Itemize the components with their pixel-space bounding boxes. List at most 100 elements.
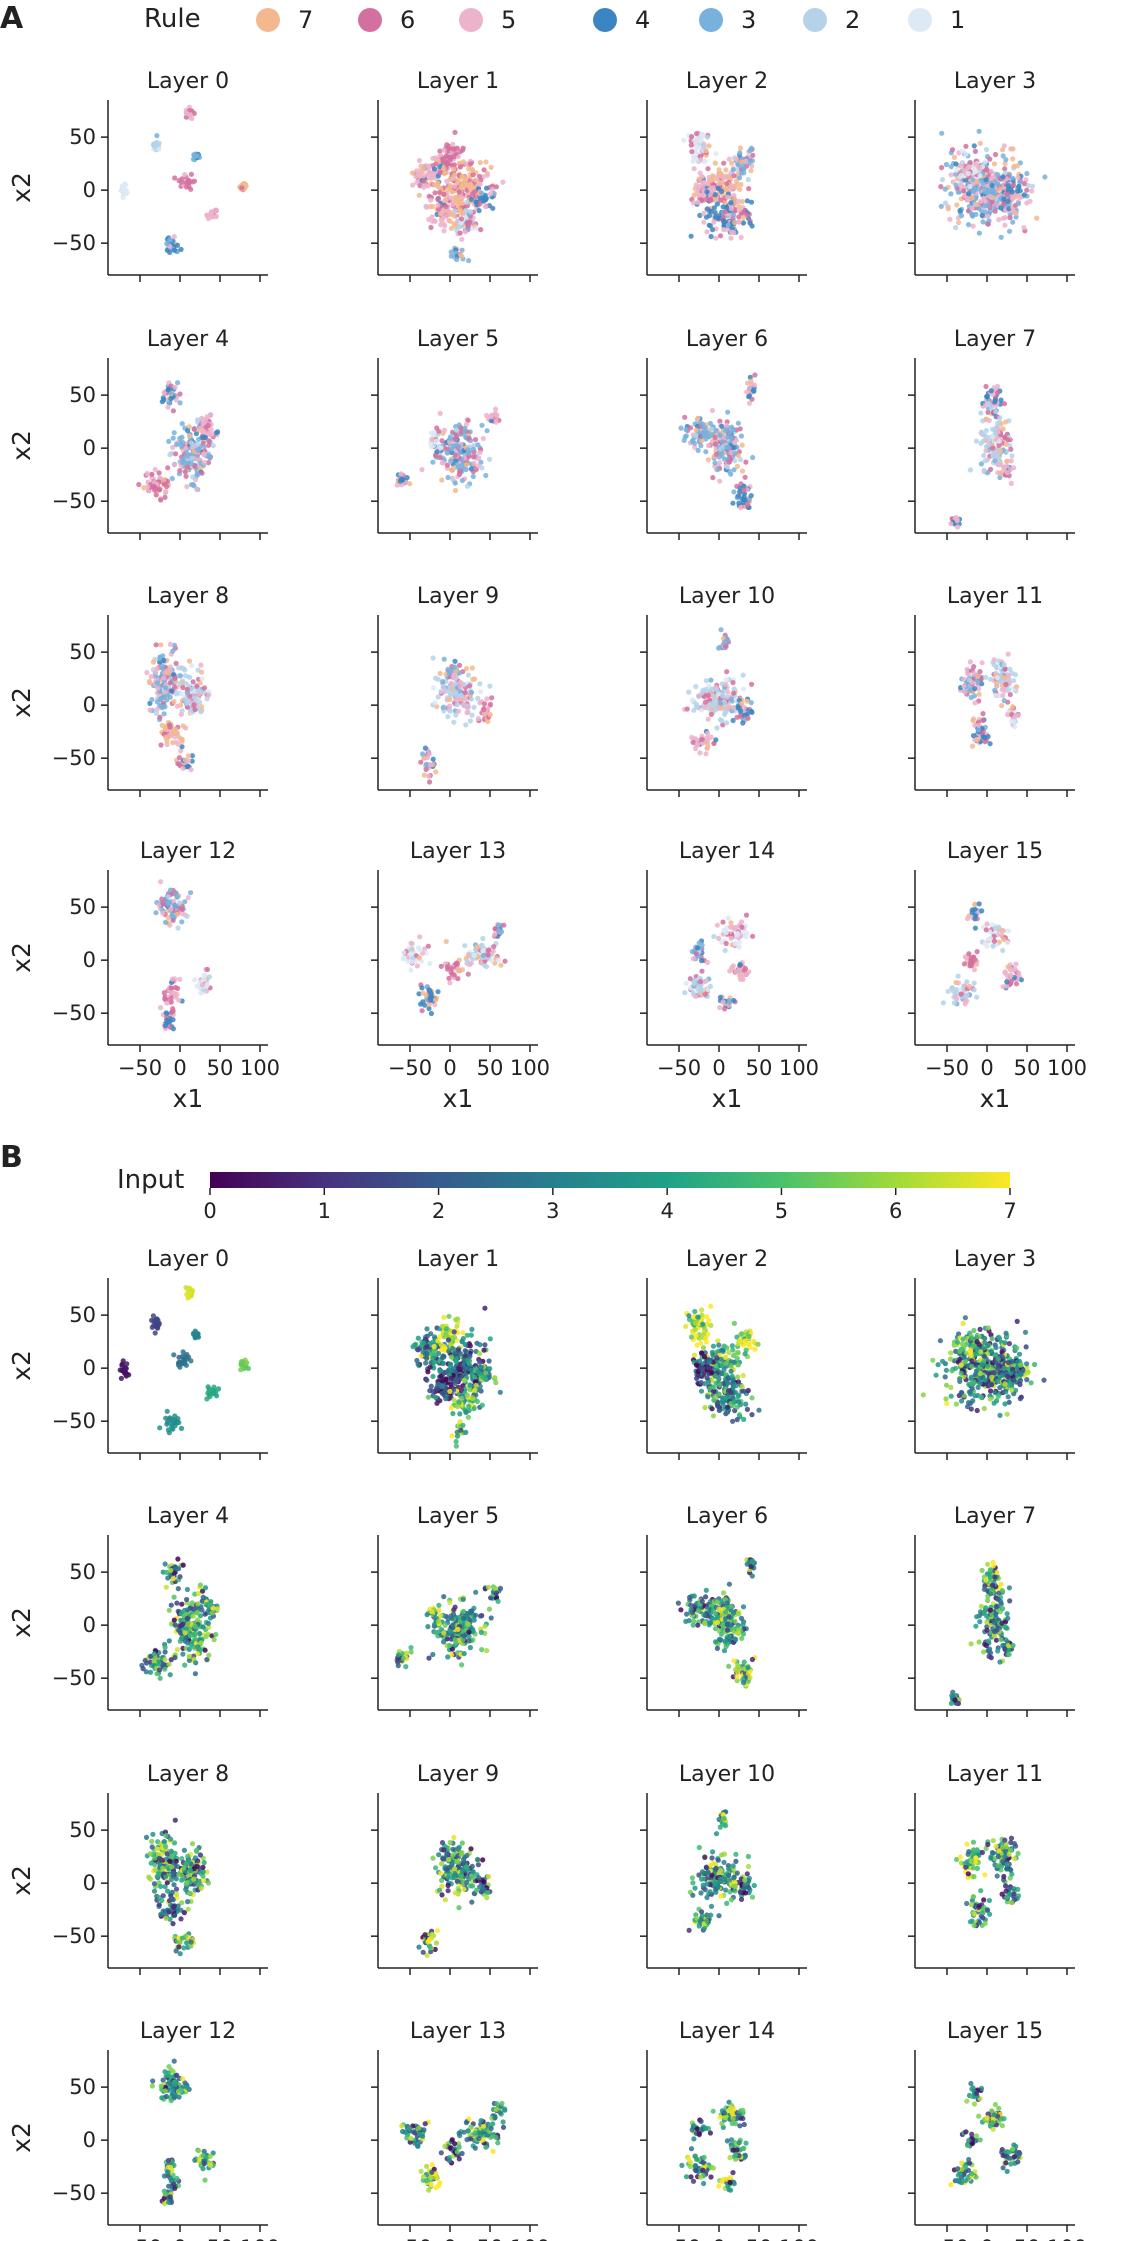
scatter-point — [708, 677, 714, 683]
scatter-point — [739, 924, 745, 930]
scatter-point — [456, 444, 462, 450]
scatter-point — [717, 432, 723, 439]
scatter-point — [118, 1375, 124, 1381]
scatter-point — [484, 172, 490, 178]
scatter-point — [734, 714, 740, 720]
scatter-point — [972, 916, 978, 922]
scatter-point — [424, 1355, 430, 1361]
scatter-point — [161, 657, 167, 664]
legend-label-rule-4: 4 — [635, 6, 650, 34]
scatter-point — [169, 913, 175, 919]
scatter-point — [688, 233, 694, 239]
scatter-points — [136, 380, 221, 503]
scatter-point — [958, 172, 964, 178]
scatter-point — [1013, 684, 1020, 690]
scatter-point — [430, 685, 437, 691]
scatter-point — [684, 706, 690, 712]
scatter-point — [437, 189, 443, 195]
scatter-point — [462, 425, 468, 432]
scatter-point — [401, 950, 407, 956]
scatter-point — [178, 736, 184, 742]
scatter-point — [689, 697, 696, 703]
scatter-point — [491, 191, 497, 197]
scatter-point — [428, 1010, 434, 1017]
scatter-point — [739, 442, 745, 448]
scatter-point — [728, 206, 734, 212]
scatter-point — [153, 492, 159, 498]
scatter-point — [962, 689, 968, 695]
scatter-point — [973, 438, 980, 444]
scatter-point — [495, 957, 502, 963]
scatter-point — [481, 707, 487, 713]
scatter-point — [999, 147, 1006, 153]
scatter-point — [498, 962, 504, 968]
scatter-point — [744, 698, 750, 704]
scatter-point — [163, 685, 169, 691]
scatter-point — [190, 474, 196, 480]
scatter-point — [723, 720, 730, 726]
scatter-point — [486, 456, 493, 462]
scatter-point — [979, 429, 985, 435]
scatter-point — [483, 472, 489, 479]
scatter-point — [945, 206, 951, 212]
scatter-point — [167, 680, 173, 686]
scatter-point — [421, 182, 427, 188]
scatter-point — [182, 459, 188, 466]
scatter-point — [430, 655, 436, 661]
scatter-point — [419, 467, 425, 473]
scatter-point — [738, 708, 744, 715]
scatter-point — [984, 434, 990, 440]
scatter-point — [731, 173, 737, 179]
scatter-point — [1014, 163, 1020, 169]
scatter-point — [453, 712, 459, 718]
scatter-point — [991, 938, 998, 944]
scatter-point — [950, 988, 957, 995]
scatter-point — [712, 460, 718, 466]
scatter-point — [682, 990, 688, 996]
scatter-point — [713, 737, 719, 743]
scatter-point — [964, 998, 970, 1004]
scatter-point — [189, 444, 195, 450]
scatter-point — [705, 181, 711, 187]
scatter-point — [692, 156, 698, 162]
scatter-point — [192, 977, 198, 983]
scatter-point — [242, 181, 249, 187]
scatter-points — [681, 130, 756, 241]
scatter-point — [480, 935, 486, 942]
scatter-point — [1008, 446, 1014, 452]
scatter-point — [999, 687, 1005, 693]
scatter-point — [190, 679, 196, 685]
legend-label-rule-3: 3 — [741, 6, 756, 34]
scatter-point — [982, 734, 988, 741]
scatter-point — [427, 762, 433, 768]
scatter-point — [1010, 156, 1016, 162]
scatter-point — [426, 779, 433, 785]
scatter-point — [695, 186, 701, 192]
scatter-point — [678, 425, 684, 431]
scatter-point — [723, 422, 730, 429]
scatter-point — [991, 657, 997, 663]
x-tick-label: 50 — [207, 1056, 234, 1080]
scatter-point — [693, 993, 699, 1000]
scatter-point — [160, 704, 166, 710]
y-tick-label: −50 — [52, 489, 96, 513]
scatter-point — [195, 688, 201, 694]
scatter-point — [172, 175, 178, 181]
scatter-point — [743, 934, 749, 940]
scatter-point — [717, 233, 724, 239]
scatter-point — [972, 686, 978, 692]
scatter-point — [730, 167, 736, 173]
scatter-point — [448, 195, 454, 201]
scatter-point — [1012, 724, 1018, 730]
scatter-point — [963, 143, 969, 149]
scatter-point — [1009, 189, 1015, 195]
subplot-title: Layer 9 — [417, 584, 499, 609]
scatter-point — [158, 642, 164, 648]
scatter-point — [683, 980, 689, 987]
scatter-point — [1006, 228, 1013, 234]
scatter-point — [408, 940, 414, 946]
scatter-point — [188, 440, 194, 446]
scatter-point — [198, 662, 204, 668]
scatter-point — [424, 204, 430, 210]
